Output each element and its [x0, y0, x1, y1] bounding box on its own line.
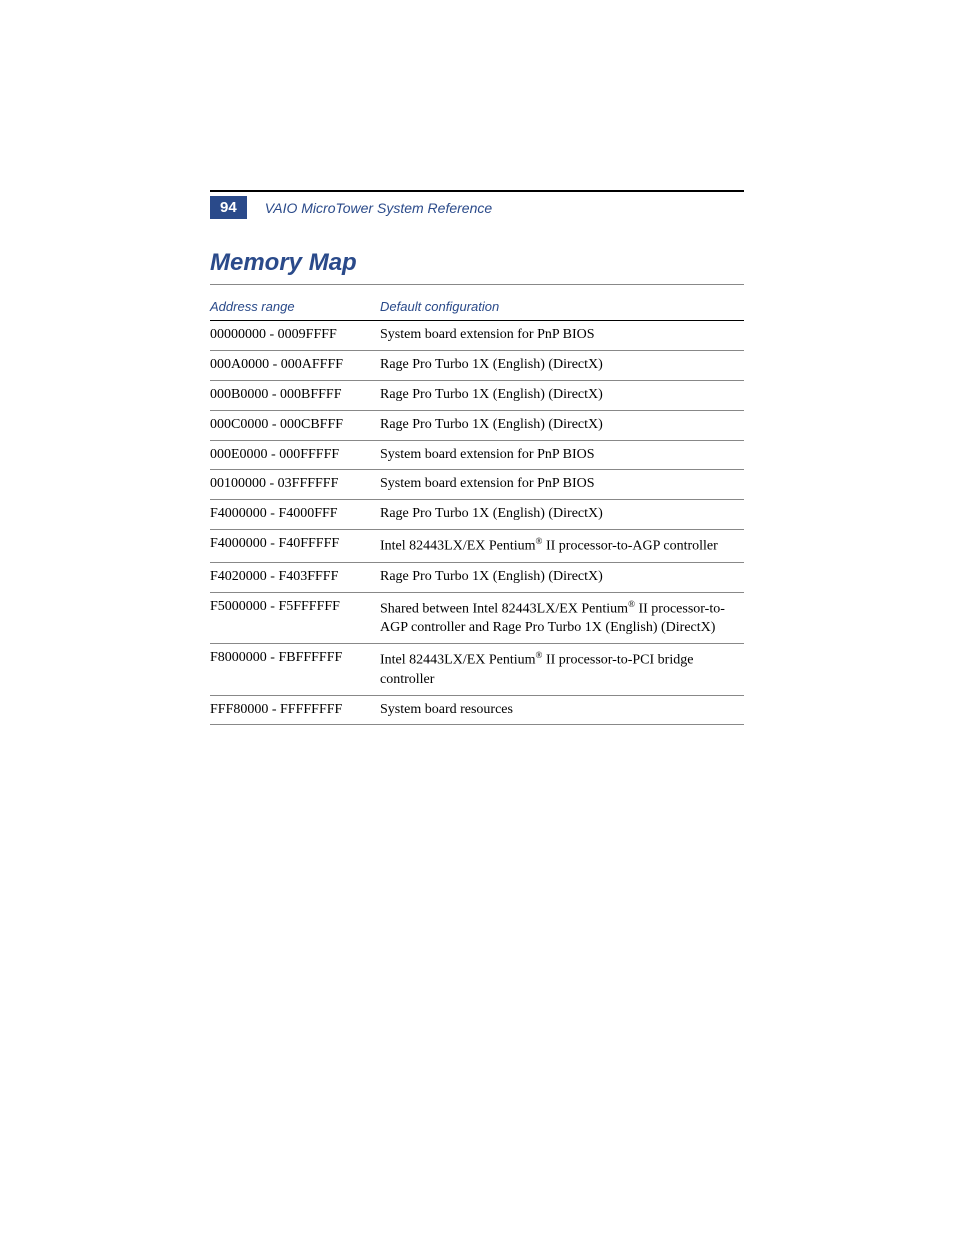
- table-header-row: Address range Default configuration: [210, 295, 744, 321]
- page-number: 94: [210, 196, 247, 219]
- section-title: Memory Map: [210, 249, 744, 285]
- cell-config: Intel 82443LX/EX Pentium® II processor-t…: [380, 644, 744, 695]
- col-header-config: Default configuration: [380, 295, 744, 321]
- cell-config: System board extension for PnP BIOS: [380, 470, 744, 500]
- cell-config: Rage Pro Turbo 1X (English) (DirectX): [380, 562, 744, 592]
- cell-config: Rage Pro Turbo 1X (English) (DirectX): [380, 380, 744, 410]
- table-row: F4000000 - F40FFFFFIntel 82443LX/EX Pent…: [210, 530, 744, 563]
- table-row: 000A0000 - 000AFFFFRage Pro Turbo 1X (En…: [210, 350, 744, 380]
- cell-address: 000B0000 - 000BFFFF: [210, 380, 380, 410]
- cell-address: F8000000 - FBFFFFFF: [210, 644, 380, 695]
- cell-address: F4000000 - F40FFFFF: [210, 530, 380, 563]
- cell-config: Intel 82443LX/EX Pentium® II processor-t…: [380, 530, 744, 563]
- cell-config: Rage Pro Turbo 1X (English) (DirectX): [380, 410, 744, 440]
- cell-address: 00000000 - 0009FFFF: [210, 321, 380, 351]
- cell-address: 00100000 - 03FFFFFF: [210, 470, 380, 500]
- table-row: 00000000 - 0009FFFFSystem board extensio…: [210, 321, 744, 351]
- cell-address: F4000000 - F4000FFF: [210, 500, 380, 530]
- cell-config: Rage Pro Turbo 1X (English) (DirectX): [380, 500, 744, 530]
- table-body: 00000000 - 0009FFFFSystem board extensio…: [210, 321, 744, 725]
- table-row: F5000000 - F5FFFFFFShared between Intel …: [210, 592, 744, 643]
- page-container: 94 VAIO MicroTower System Reference Memo…: [0, 0, 954, 725]
- cell-address: F4020000 - F403FFFF: [210, 562, 380, 592]
- page-header: 94 VAIO MicroTower System Reference: [210, 190, 744, 219]
- doc-title: VAIO MicroTower System Reference: [265, 200, 492, 216]
- cell-address: FFF80000 - FFFFFFFF: [210, 695, 380, 725]
- cell-config: System board extension for PnP BIOS: [380, 321, 744, 351]
- col-header-address: Address range: [210, 295, 380, 321]
- table-row: 000B0000 - 000BFFFFRage Pro Turbo 1X (En…: [210, 380, 744, 410]
- cell-config: System board extension for PnP BIOS: [380, 440, 744, 470]
- table-row: FFF80000 - FFFFFFFFSystem board resource…: [210, 695, 744, 725]
- cell-address: 000A0000 - 000AFFFF: [210, 350, 380, 380]
- memory-map-table: Address range Default configuration 0000…: [210, 295, 744, 725]
- cell-config: Rage Pro Turbo 1X (English) (DirectX): [380, 350, 744, 380]
- table-row: 000C0000 - 000CBFFFRage Pro Turbo 1X (En…: [210, 410, 744, 440]
- cell-address: 000C0000 - 000CBFFF: [210, 410, 380, 440]
- table-row: F8000000 - FBFFFFFFIntel 82443LX/EX Pent…: [210, 644, 744, 695]
- table-row: 000E0000 - 000FFFFFSystem board extensio…: [210, 440, 744, 470]
- table-row: F4000000 - F4000FFFRage Pro Turbo 1X (En…: [210, 500, 744, 530]
- cell-config: System board resources: [380, 695, 744, 725]
- table-row: 00100000 - 03FFFFFFSystem board extensio…: [210, 470, 744, 500]
- cell-address: 000E0000 - 000FFFFF: [210, 440, 380, 470]
- cell-config: Shared between Intel 82443LX/EX Pentium®…: [380, 592, 744, 643]
- cell-address: F5000000 - F5FFFFFF: [210, 592, 380, 643]
- table-row: F4020000 - F403FFFFRage Pro Turbo 1X (En…: [210, 562, 744, 592]
